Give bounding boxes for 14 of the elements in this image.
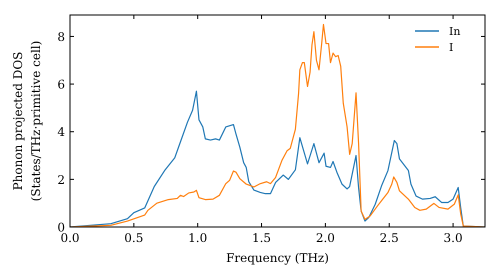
x-axis-title: Frequency (THz) bbox=[226, 251, 329, 265]
legend-label: In bbox=[449, 25, 460, 38]
x-tick-label: 3.0 bbox=[444, 231, 463, 245]
y-tick-label: 4 bbox=[57, 125, 66, 140]
x-tick-label: 2.0 bbox=[316, 231, 335, 245]
x-tick-label: 2.5 bbox=[380, 231, 399, 245]
legend-label: I bbox=[449, 41, 454, 54]
x-tick-label: 0.5 bbox=[124, 231, 144, 245]
y-axis-title: Phonon projected DOS (States/THz·primitive cell) bbox=[11, 40, 43, 202]
x-tick-label: 1.0 bbox=[188, 231, 208, 245]
y-tick-label: 8 bbox=[57, 30, 65, 44]
x-tick-label: 1.5 bbox=[252, 231, 272, 245]
y-tick-label: 2 bbox=[57, 172, 65, 187]
y-tick-label: 6 bbox=[57, 78, 65, 92]
